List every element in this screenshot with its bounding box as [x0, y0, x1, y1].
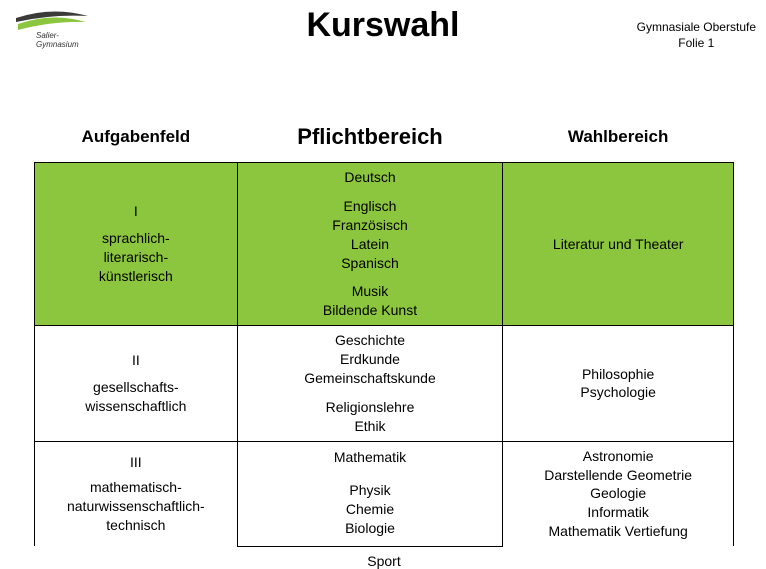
header-row: Aufgabenfeld Pflichtbereich Wahlbereich	[35, 118, 734, 163]
course-table-wrapper: Aufgabenfeld Pflichtbereich Wahlbereich …	[34, 118, 734, 569]
field-1-desc: sprachlich- literarisch- künstlerisch	[41, 229, 231, 286]
field-3-num: III	[41, 453, 231, 472]
table-row: II gesellschafts- wissenschaftlich Gesch…	[35, 326, 734, 393]
table-row: III mathematisch- naturwissenschaftlich-…	[35, 441, 734, 473]
course-table: Aufgabenfeld Pflichtbereich Wahlbereich …	[34, 118, 734, 547]
row3-mid-top: Mathematik	[237, 441, 503, 473]
row3-mid-bot: Physik Chemie Biologie	[237, 473, 503, 546]
field-3-label: III mathematisch- naturwissenschaftlich-…	[35, 441, 238, 546]
row2-right: Philosophie Psychologie	[503, 326, 734, 441]
table-row: I sprachlich- literarisch- künstlerisch …	[35, 163, 734, 192]
row2-mid-bot: Religionslehre Ethik	[237, 393, 503, 441]
slide-info-line2: Folie 1	[637, 36, 756, 52]
school-logo: Salier- Gymnasium	[12, 8, 92, 50]
field-2-desc: gesellschafts- wissenschaftlich	[41, 378, 231, 416]
footer-sport: Sport	[34, 547, 734, 569]
row2-mid-top: Geschichte Erdkunde Gemeinschaftskunde	[237, 326, 503, 393]
col-header-pflichtbereich: Pflichtbereich	[237, 118, 503, 163]
row1-mid-bot: Musik Bildende Kunst	[237, 277, 503, 325]
slide-info: Gymnasiale Oberstufe Folie 1	[637, 20, 756, 51]
row1-right: Literatur und Theater	[503, 163, 734, 326]
col-header-aufgabenfeld: Aufgabenfeld	[35, 118, 238, 163]
slide-info-line1: Gymnasiale Oberstufe	[637, 20, 756, 36]
row1-mid-mid: Englisch Französisch Latein Spanisch	[237, 192, 503, 278]
row3-right: Astronomie Darstellende Geometrie Geolog…	[503, 441, 734, 546]
row1-mid-top: Deutsch	[237, 163, 503, 192]
field-2-num: II	[41, 351, 231, 370]
field-1-label: I sprachlich- literarisch- künstlerisch	[35, 163, 238, 326]
field-2-label: II gesellschafts- wissenschaftlich	[35, 326, 238, 441]
col-header-wahlbereich: Wahlbereich	[503, 118, 734, 163]
svg-text:Salier-: Salier-	[36, 31, 59, 40]
svg-text:Gymnasium: Gymnasium	[36, 40, 79, 49]
field-3-desc: mathematisch- naturwissenschaftlich- tec…	[41, 478, 231, 535]
field-1-num: I	[41, 202, 231, 221]
